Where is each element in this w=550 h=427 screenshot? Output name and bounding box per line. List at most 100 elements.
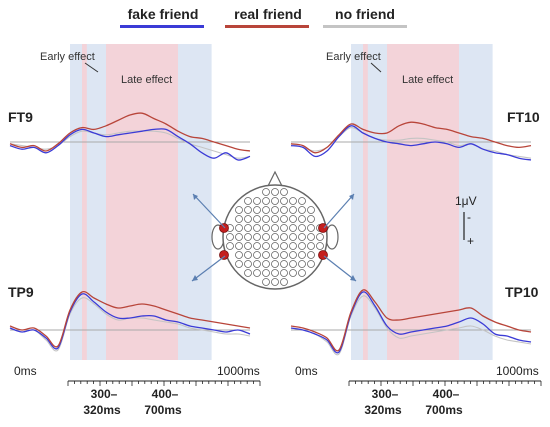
series-ft9-real-friend bbox=[9, 112, 251, 152]
early-effect-label-right: Early effect bbox=[326, 51, 381, 63]
electrode bbox=[271, 188, 279, 196]
range-early-line2-left: 320ms bbox=[83, 403, 121, 417]
electrode bbox=[271, 215, 279, 223]
electrode bbox=[298, 242, 306, 250]
legend-label-fake-friend: fake friend bbox=[128, 6, 199, 22]
panel-title-ft9: FT9 bbox=[8, 109, 33, 125]
late-effect-label-right: Late effect bbox=[402, 74, 453, 86]
range-late-line2-right: 700ms bbox=[425, 403, 463, 417]
electrode bbox=[316, 233, 324, 241]
electrode-titles: FT9 FT10 TP9 TP10 bbox=[8, 109, 540, 300]
electrode bbox=[280, 278, 288, 286]
electrode bbox=[235, 206, 243, 214]
electrode bbox=[289, 233, 297, 241]
electrode bbox=[262, 242, 270, 250]
electrode bbox=[262, 215, 270, 223]
electrode bbox=[307, 242, 315, 250]
electrode bbox=[253, 206, 261, 214]
electrode bbox=[289, 197, 297, 205]
electrode bbox=[235, 260, 243, 268]
electrode bbox=[262, 233, 270, 241]
electrode bbox=[298, 224, 306, 232]
electrode bbox=[253, 197, 261, 205]
electrode bbox=[280, 260, 288, 268]
electrode bbox=[244, 197, 252, 205]
panel-title-tp10: TP10 bbox=[505, 284, 539, 300]
electrode bbox=[226, 233, 234, 241]
series-tp9-fake-friend bbox=[9, 293, 251, 350]
electrode bbox=[271, 260, 279, 268]
electrode bbox=[316, 242, 324, 250]
pointer-tp10 bbox=[323, 255, 357, 282]
pointer-ft10 bbox=[323, 193, 355, 229]
electrode bbox=[262, 197, 270, 205]
series-ft10-fake-friend bbox=[290, 125, 532, 161]
electrode bbox=[244, 242, 252, 250]
early-window-band-left bbox=[82, 44, 87, 360]
electrode bbox=[280, 233, 288, 241]
electrode bbox=[271, 224, 279, 232]
series-tp10-real-friend bbox=[290, 289, 532, 352]
electrode bbox=[262, 188, 270, 196]
legend-swatch-real-friend bbox=[225, 25, 309, 28]
electrode bbox=[253, 233, 261, 241]
time-axes: 0ms 1000ms 0ms 1000ms bbox=[14, 364, 542, 386]
legend-label-no-friend: no friend bbox=[335, 6, 395, 22]
waveforms bbox=[9, 112, 532, 356]
legend: fake friend real friend no friend bbox=[120, 6, 407, 28]
electrode bbox=[289, 242, 297, 250]
series-tp9-real-friend bbox=[9, 290, 251, 348]
scale-bar-pos: + bbox=[467, 234, 474, 248]
electrode bbox=[253, 251, 261, 259]
panel-title-ft10: FT10 bbox=[507, 109, 540, 125]
electrode bbox=[307, 251, 315, 259]
electrode bbox=[235, 224, 243, 232]
electrode bbox=[307, 233, 315, 241]
electrode bbox=[289, 251, 297, 259]
early-effect-pointer-right bbox=[370, 62, 382, 73]
electrode bbox=[235, 233, 243, 241]
electrode bbox=[289, 224, 297, 232]
range-early-line1-right: 300– bbox=[372, 387, 399, 401]
electrode bbox=[271, 251, 279, 259]
electrode bbox=[262, 251, 270, 259]
electrode bbox=[280, 188, 288, 196]
early-effect-label-left: Early effect bbox=[40, 51, 95, 63]
electrode bbox=[262, 260, 270, 268]
electrode bbox=[280, 242, 288, 250]
pointer-ft9-arrowhead bbox=[193, 194, 198, 200]
panel-title-tp9: TP9 bbox=[8, 284, 34, 300]
pointer-ft10-arrowhead bbox=[349, 194, 354, 200]
electrode-head-map bbox=[191, 170, 357, 290]
electrode bbox=[244, 260, 252, 268]
electrode bbox=[280, 224, 288, 232]
electrode bbox=[244, 206, 252, 214]
electrode bbox=[298, 197, 306, 205]
electrode bbox=[280, 206, 288, 214]
late-window-band-right bbox=[387, 44, 459, 360]
electrode bbox=[280, 251, 288, 259]
axis-end-right: 1000ms bbox=[496, 364, 539, 378]
legend-swatch-fake-friend bbox=[120, 25, 204, 28]
electrode bbox=[262, 269, 270, 277]
axis-start-right: 0ms bbox=[295, 364, 318, 378]
scale-bar-neg: - bbox=[467, 210, 471, 224]
electrode-ft10 bbox=[219, 250, 229, 260]
electrode bbox=[244, 251, 252, 259]
electrode bbox=[253, 224, 261, 232]
range-late-line1-left: 400– bbox=[152, 387, 179, 401]
electrode bbox=[244, 233, 252, 241]
head-nose bbox=[267, 170, 283, 187]
electrode bbox=[307, 260, 315, 268]
legend-label-real-friend: real friend bbox=[234, 6, 302, 22]
electrode bbox=[244, 269, 252, 277]
pointer-ft9 bbox=[192, 193, 226, 229]
electrode bbox=[235, 215, 243, 223]
electrode bbox=[262, 206, 270, 214]
electrode bbox=[235, 251, 243, 259]
range-late-line1-right: 400– bbox=[433, 387, 460, 401]
range-early-line1-left: 300– bbox=[91, 387, 118, 401]
electrode bbox=[253, 215, 261, 223]
electrode bbox=[271, 269, 279, 277]
